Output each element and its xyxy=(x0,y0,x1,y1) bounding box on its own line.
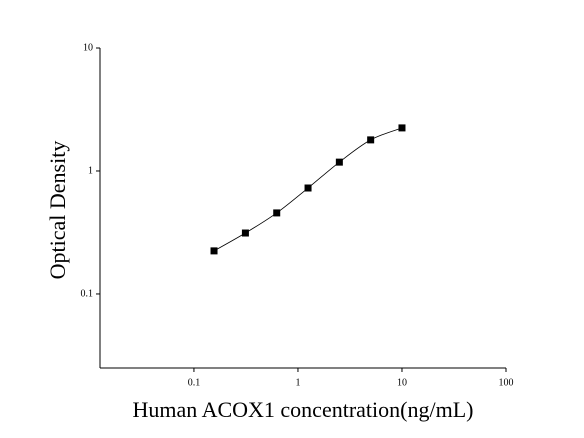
x-tick-label: 100 xyxy=(499,377,514,388)
point xyxy=(367,136,375,144)
y-tick-label: 1 xyxy=(88,165,93,176)
x-tick-label: 10 xyxy=(397,377,407,388)
y-tick-label: 0.1 xyxy=(81,288,94,299)
x-tick-label: 1 xyxy=(295,377,300,388)
point xyxy=(273,209,281,217)
point xyxy=(398,124,406,132)
point xyxy=(304,184,312,192)
point xyxy=(210,247,218,255)
point xyxy=(335,158,343,166)
y-axis-title: Optical Density xyxy=(45,141,70,280)
y-tick-label: 10 xyxy=(83,42,93,53)
x-tick-label: 0.1 xyxy=(188,377,201,388)
point xyxy=(241,229,249,237)
x-axis-title: Human ACOX1 concentration(ng/mL) xyxy=(133,397,474,422)
